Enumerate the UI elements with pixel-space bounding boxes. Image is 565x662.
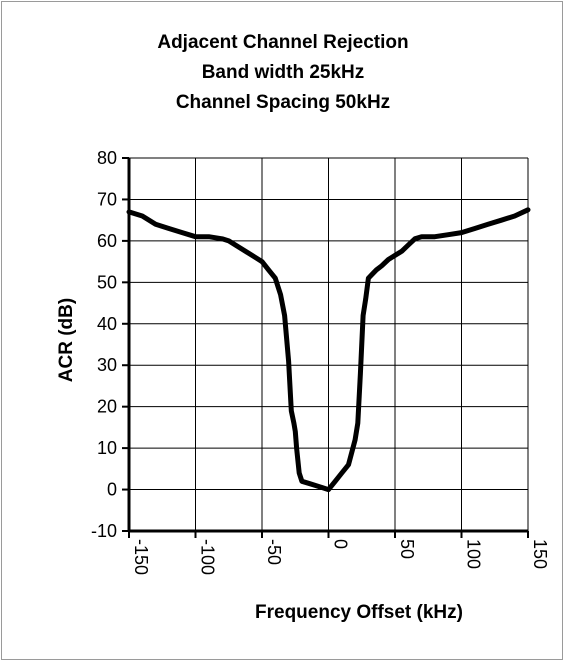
y-tick-label: 10 — [97, 438, 117, 458]
series-line-acr — [126, 207, 531, 493]
x-tick-label: 150 — [530, 539, 550, 569]
x-tick-label: 0 — [331, 539, 351, 549]
y-tick-label: 60 — [97, 231, 117, 251]
chart-title: Adjacent Channel Rejection Band width 25… — [157, 32, 408, 113]
title-line-1: Adjacent Channel Rejection — [157, 32, 408, 53]
axes — [122, 157, 529, 538]
gridlines — [128, 157, 529, 532]
x-axis-title: Frequency Offset (kHz) — [255, 602, 463, 623]
title-line-3: Channel Spacing 50kHz — [176, 92, 390, 113]
y-tick-label: 50 — [97, 272, 117, 292]
x-tick-label: 50 — [397, 539, 417, 559]
y-tick-labels: 80 70 60 50 40 30 20 10 0 -10 — [91, 148, 117, 541]
x-tick-label: -50 — [264, 539, 284, 565]
y-tick-label: 30 — [97, 355, 117, 375]
y-tick-label: 40 — [97, 314, 117, 334]
y-axis-title: ACR (dB) — [56, 298, 77, 382]
y-tick-label: 20 — [97, 397, 117, 417]
x-tick-label: -150 — [131, 539, 151, 575]
y-tick-label: 0 — [107, 480, 117, 500]
series-layer — [126, 207, 531, 493]
x-tick-labels: -150 -100 -50 0 50 100 150 — [131, 539, 550, 575]
y-tick-label: 70 — [97, 189, 117, 209]
y-tick-label: -10 — [91, 521, 117, 541]
title-line-2: Band width 25kHz — [202, 62, 365, 83]
x-tick-label: 100 — [464, 539, 484, 569]
y-tick-label: 80 — [97, 148, 117, 168]
x-tick-label: -100 — [198, 539, 218, 575]
